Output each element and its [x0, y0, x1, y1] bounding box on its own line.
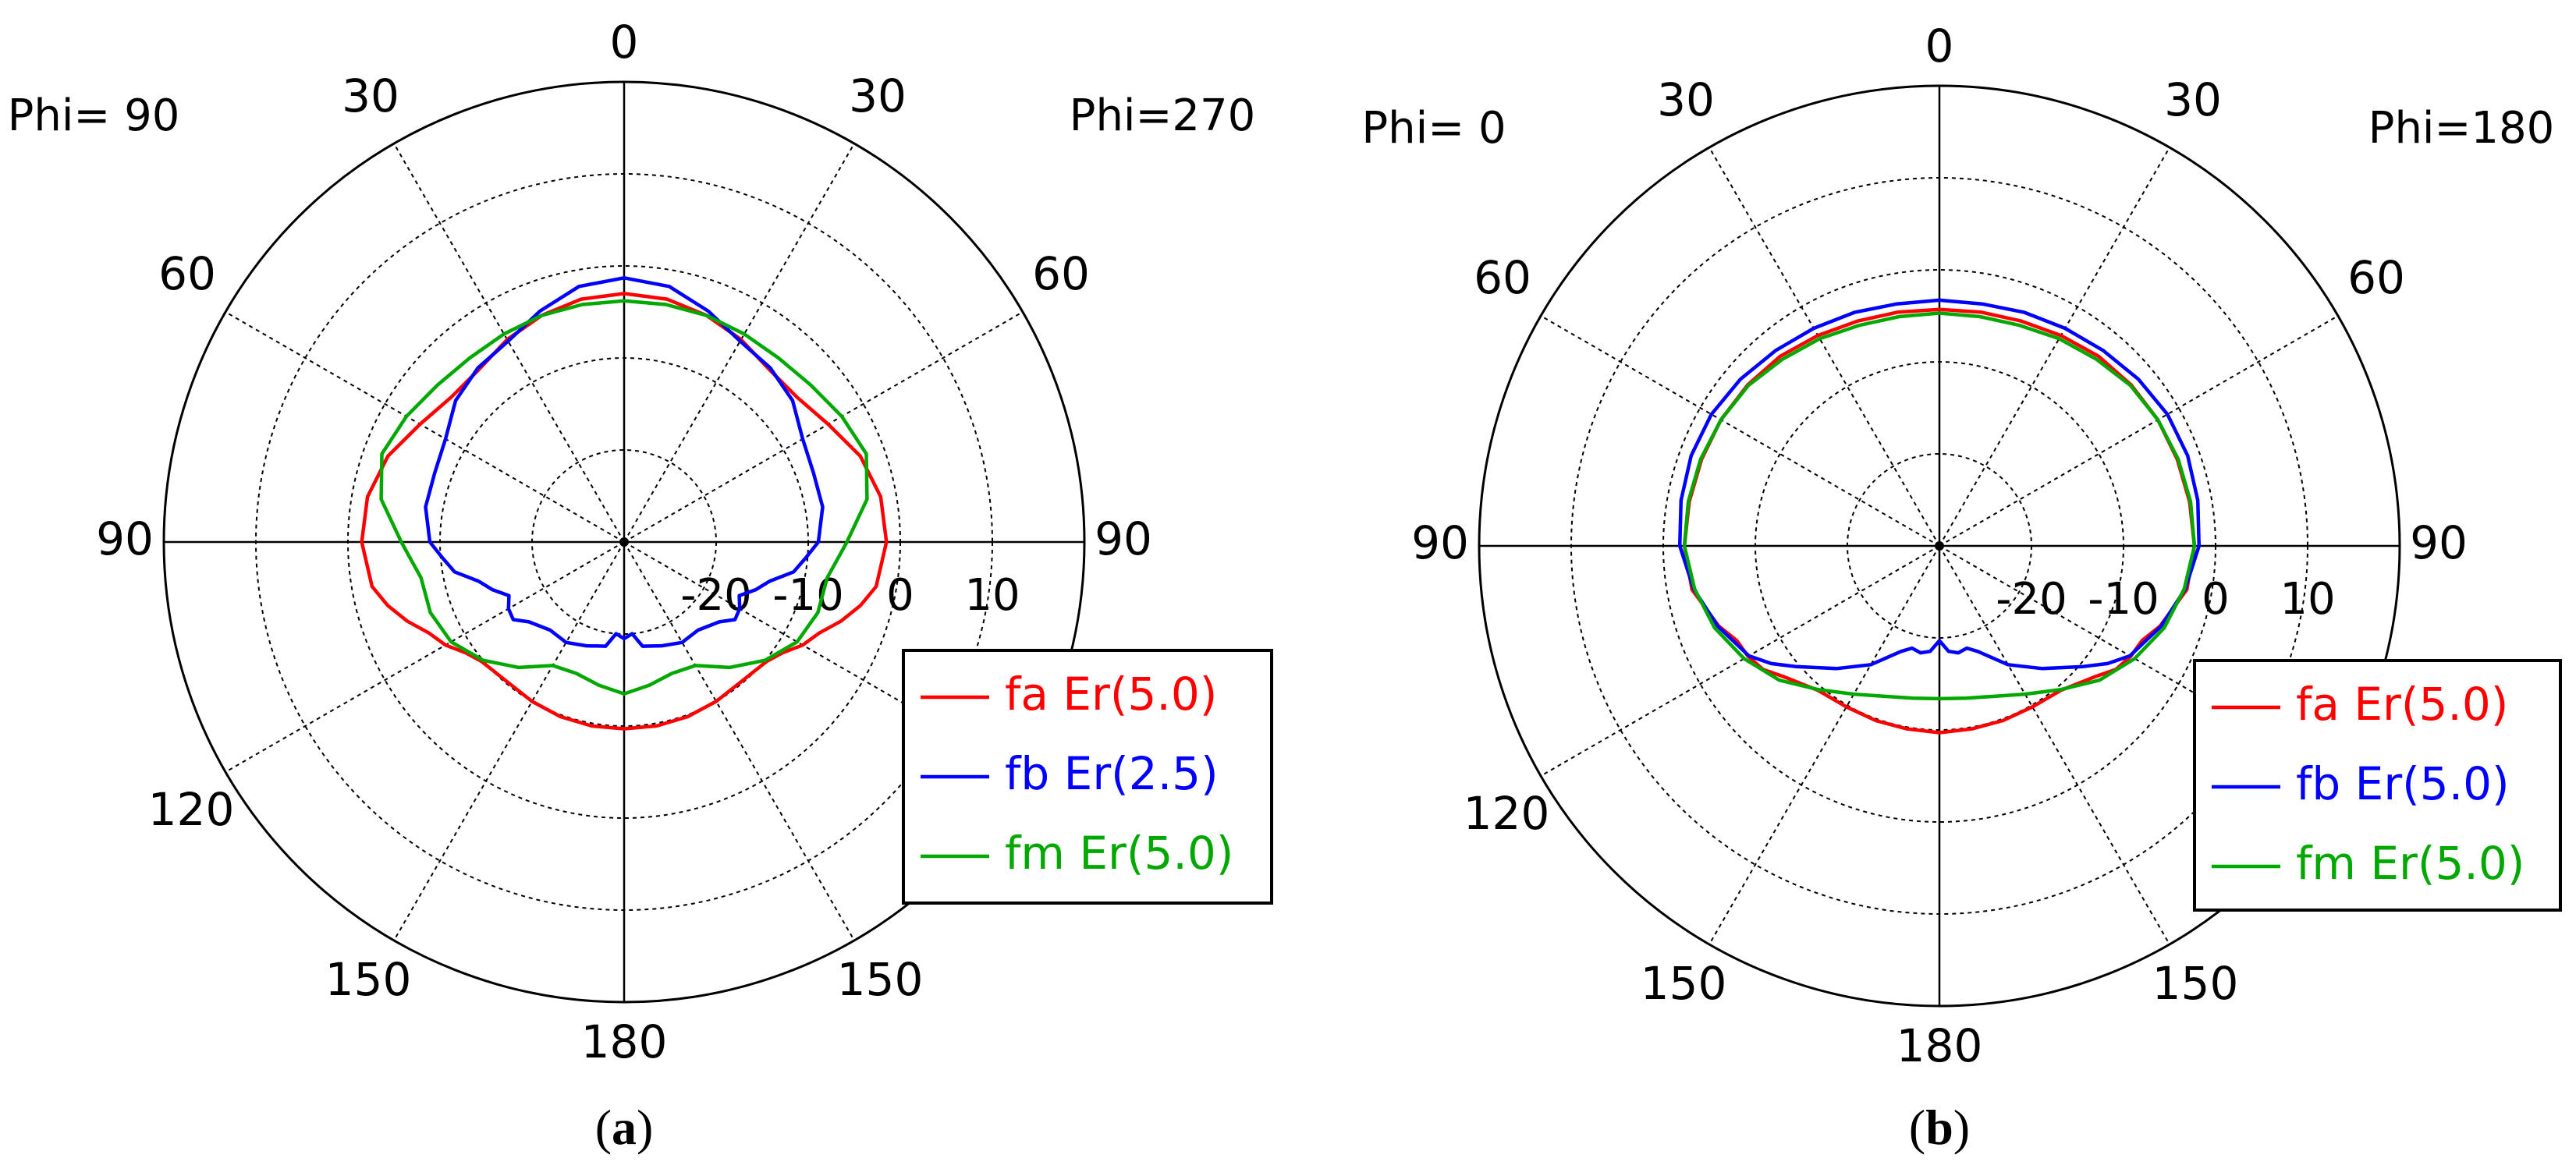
outer-ring — [1478, 84, 2401, 1008]
radial-tick-label: 0 — [886, 570, 914, 621]
polar-chart-b: 0306090120150180150120906030-20-10010Phi… — [1361, 19, 2562, 1155]
angle-tick-label: 0 — [1925, 19, 1954, 73]
angle-tick-label: 150 — [2152, 957, 2239, 1010]
outer-ring — [162, 80, 1086, 1004]
grid-spoke — [393, 143, 625, 543]
grid-spoke — [1939, 315, 2339, 547]
legend-entry-label: fb Er(5.0) — [2296, 757, 2510, 810]
angle-tick-label: 30 — [1657, 73, 1715, 126]
grid-spoke — [623, 541, 855, 941]
series-line-fb — [1677, 298, 2202, 671]
radial-tick-label: 0 — [2202, 574, 2230, 625]
legend-entry-label: fb Er(2.5) — [1005, 747, 1219, 800]
grid-spoke — [1708, 147, 1940, 547]
angle-tick-label: 60 — [1474, 251, 1531, 304]
radial-tick-label: 10 — [2280, 574, 2335, 625]
angle-tick-label: 150 — [1641, 957, 1727, 1010]
angle-tick-label: 90 — [1411, 516, 1469, 569]
legend-entry-label: fm Er(5.0) — [1005, 827, 1233, 880]
angle-tick-label: 120 — [148, 783, 235, 836]
grid-spoke — [1939, 545, 2170, 945]
grid-spoke — [1708, 545, 1940, 945]
series-line-fm — [1682, 311, 2197, 701]
angle-tick-label: 90 — [1095, 512, 1152, 565]
radial-tick-label: -20 — [1996, 574, 2067, 625]
angle-tick-label: 60 — [158, 247, 216, 300]
phi-label-left: Phi= 90 — [8, 90, 180, 141]
panel-caption: (b) — [1909, 1100, 1970, 1155]
caption-paren-open: ( — [595, 1100, 612, 1155]
angle-tick-label: 0 — [610, 16, 639, 69]
caption-paren-close: ) — [637, 1100, 653, 1155]
grid-spoke — [1939, 147, 2170, 547]
grid-spoke — [1540, 545, 1940, 777]
legend-entry-label: fa Er(5.0) — [1005, 668, 1217, 721]
angle-tick-label: 30 — [2164, 73, 2222, 126]
phi-label-right: Phi=270 — [1070, 90, 1256, 141]
radial-tick-label: -10 — [772, 570, 843, 621]
grid-spoke — [393, 541, 625, 941]
angle-tick-label: 30 — [849, 69, 907, 122]
caption-paren-open: ( — [1909, 1100, 1925, 1155]
caption-letter: b — [1925, 1100, 1953, 1155]
legend: fa Er(5.0) fb Er(2.5) fm Er(5.0) — [902, 649, 1273, 905]
angle-tick-label: 150 — [325, 953, 412, 1006]
angle-tick-label: 120 — [1464, 787, 1550, 840]
angle-tick-label: 180 — [1897, 1019, 1983, 1072]
grid-spoke — [1540, 315, 1940, 547]
center-dot — [619, 537, 629, 547]
series-line-fm — [379, 299, 869, 696]
polar-grid — [162, 80, 1086, 1004]
angle-tick-label: 150 — [837, 953, 924, 1006]
panel-caption: (a) — [595, 1100, 654, 1155]
grid-spoke — [225, 311, 625, 543]
grid-spoke — [225, 541, 625, 773]
angle-tick-label: 90 — [2410, 516, 2468, 569]
angle-tick-label: 180 — [581, 1015, 668, 1068]
angle-tick-label: 90 — [96, 512, 154, 565]
angle-tick-label: 60 — [2347, 251, 2405, 304]
caption-paren-close: ) — [1953, 1100, 1970, 1155]
grid-spoke — [623, 143, 855, 543]
legend: fa Er(5.0) fb Er(5.0) fm Er(5.0) — [2193, 659, 2562, 912]
radial-tick-label: 10 — [964, 570, 1020, 621]
polar-chart-a: 0306090120150180150120906030-20-10010Phi… — [8, 16, 1273, 1155]
radial-tick-label: -10 — [2088, 574, 2159, 625]
angle-tick-label: 60 — [1032, 247, 1090, 300]
phi-label-right: Phi=180 — [2368, 103, 2555, 154]
legend-entry-label: fa Er(5.0) — [2296, 678, 2508, 731]
series-line-fb — [424, 276, 825, 648]
center-dot — [1935, 541, 1944, 551]
legend-entry-label: fm Er(5.0) — [2296, 837, 2525, 890]
caption-letter: a — [612, 1100, 637, 1155]
angle-tick-label: 30 — [342, 69, 399, 122]
phi-label-left: Phi= 0 — [1361, 103, 1506, 154]
series-line-fa — [360, 292, 889, 731]
grid-spoke — [623, 311, 1024, 543]
